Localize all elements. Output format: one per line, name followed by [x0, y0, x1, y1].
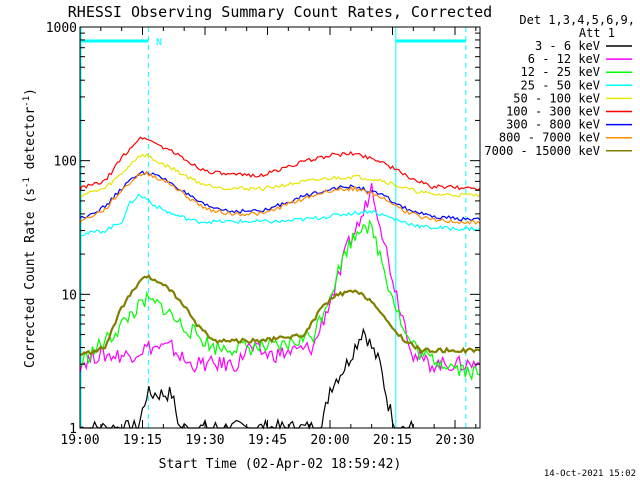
y-axis-label-main: Corrected Count Rate (s: [23, 188, 38, 368]
x-tick-label: 19:45: [248, 433, 287, 448]
chart-title: RHESSI Observing Summary Count Rates, Co…: [68, 3, 492, 21]
legend-header-line2: Att 1: [579, 26, 615, 40]
x-tick-label: 19:00: [60, 433, 99, 448]
y-axis-label-end: ): [23, 88, 38, 96]
x-axis-label: Start Time (02-Apr-02 18:59:42): [159, 457, 402, 472]
series-line: [79, 327, 414, 431]
legend-label: 12 - 25 keV: [521, 65, 600, 79]
series-line: [79, 193, 481, 237]
y-axis-label-mid: detector: [23, 107, 38, 178]
y-axis-label-sup1: -1: [22, 177, 32, 188]
series-line: [79, 274, 481, 356]
x-tick-label: 20:00: [310, 433, 349, 448]
legend-label: 100 - 300 keV: [506, 105, 600, 119]
y-tick-label: 1: [69, 422, 77, 437]
timestamp: 14-Oct-2021 15:02: [544, 469, 636, 479]
data-layer: [79, 27, 481, 431]
y-axis-label: Corrected Count Rate (s-1 detector-1): [22, 88, 38, 368]
y-tick-label: 1000: [46, 21, 77, 36]
x-tick-label: 20:30: [435, 433, 474, 448]
series-line: [79, 219, 481, 381]
x-tick-label: 19:30: [185, 433, 224, 448]
series-line: [79, 136, 481, 191]
x-tick-label: 20:15: [373, 433, 412, 448]
series-line: [79, 183, 481, 374]
legend-header-line1: Det 1,3,4,5,6,9,: [519, 13, 635, 27]
legend-label: 50 - 100 keV: [513, 91, 600, 105]
attenuator-marker: N: [156, 37, 162, 48]
y-tick-label: 100: [54, 155, 77, 170]
y-tick-label: 10: [61, 288, 77, 303]
x-tick-label: 19:15: [123, 433, 162, 448]
axes: 19:00 19:15 19:30 19:45 20:00 20:15 20:30 1 10 10…: [46, 21, 481, 448]
legend-label: 800 - 7000 keV: [499, 131, 600, 145]
legend-label: 6 - 12 keV: [528, 52, 600, 66]
legend-label: 25 - 50 keV: [521, 78, 600, 92]
plot-frame: [79, 26, 481, 429]
legend-label: 7000 - 15000 keV: [484, 144, 600, 158]
series-line: [79, 153, 481, 198]
legend-label: 300 - 800 keV: [506, 118, 600, 132]
y-axis-label-sup2: -1: [22, 96, 32, 107]
legend-label: 3 - 6 keV: [535, 39, 600, 53]
series-line: [79, 170, 481, 225]
